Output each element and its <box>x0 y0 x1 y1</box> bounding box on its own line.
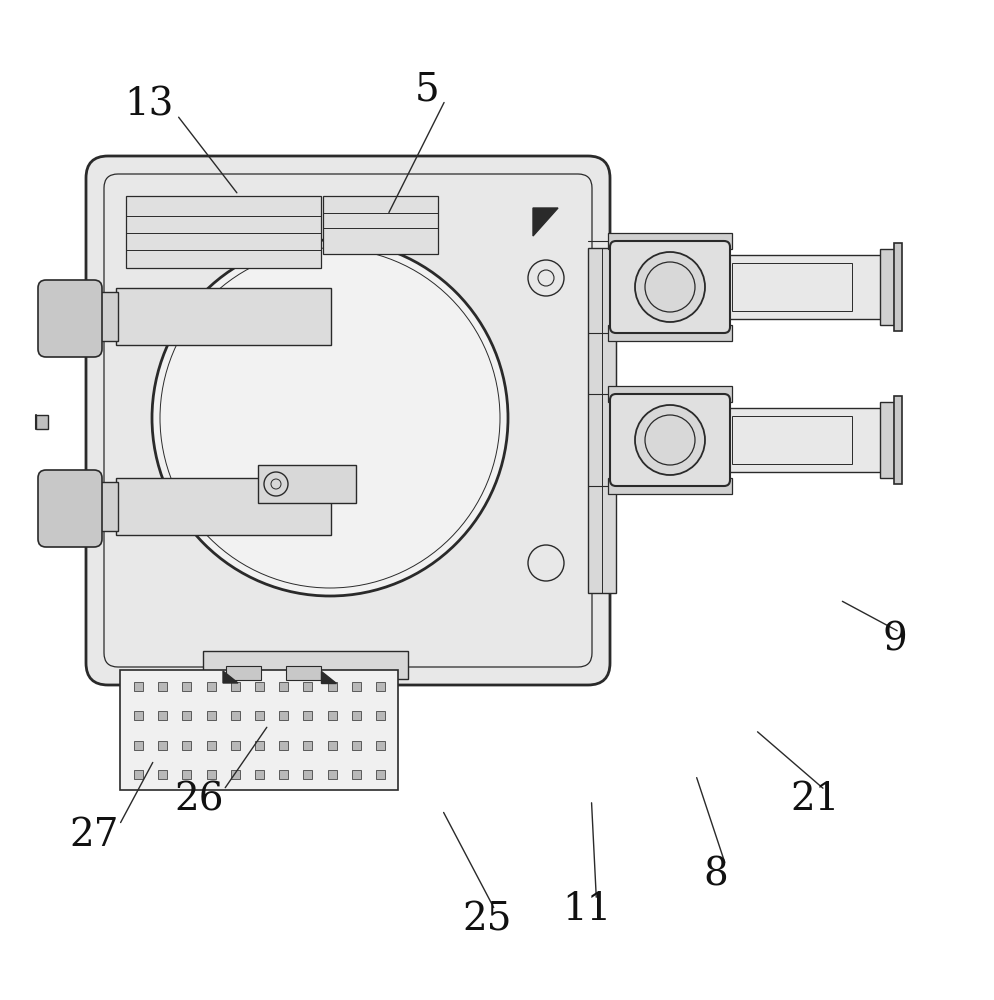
Bar <box>732 416 852 464</box>
Bar <box>255 711 264 720</box>
Bar <box>279 711 288 720</box>
Bar <box>226 666 261 680</box>
Text: 8: 8 <box>704 856 728 894</box>
Text: 25: 25 <box>462 902 512 938</box>
Bar <box>732 263 852 311</box>
Bar <box>231 711 240 720</box>
FancyBboxPatch shape <box>610 394 730 486</box>
Bar <box>116 478 331 535</box>
Bar <box>880 402 894 478</box>
Bar <box>352 770 361 779</box>
Polygon shape <box>533 208 558 236</box>
Bar <box>352 711 361 720</box>
Bar <box>207 741 216 750</box>
Bar <box>376 682 385 691</box>
Bar <box>303 711 312 720</box>
Bar <box>352 741 361 750</box>
Bar <box>36 415 48 429</box>
Bar <box>231 770 240 779</box>
Bar <box>352 682 361 691</box>
Polygon shape <box>223 671 238 683</box>
Bar <box>231 682 240 691</box>
Bar <box>303 682 312 691</box>
Bar <box>183 682 192 691</box>
Bar <box>376 711 385 720</box>
Bar <box>183 770 192 779</box>
Bar <box>116 288 331 345</box>
Text: 21: 21 <box>790 782 840 818</box>
Bar <box>255 682 264 691</box>
Bar <box>134 682 143 691</box>
Bar <box>894 396 902 484</box>
Bar <box>255 770 264 779</box>
Bar <box>328 682 337 691</box>
Bar <box>216 675 394 697</box>
Bar <box>183 741 192 750</box>
Bar <box>376 741 385 750</box>
Bar <box>612 247 728 259</box>
Bar <box>207 682 216 691</box>
Bar <box>608 233 732 249</box>
Bar <box>608 325 732 341</box>
Bar <box>216 693 386 711</box>
Bar <box>134 770 143 779</box>
Bar <box>894 243 902 331</box>
Bar <box>286 666 321 680</box>
FancyBboxPatch shape <box>38 470 102 547</box>
Bar <box>207 770 216 779</box>
Text: 5: 5 <box>415 72 439 108</box>
Bar <box>158 770 167 779</box>
Bar <box>328 711 337 720</box>
Bar <box>612 400 728 412</box>
Bar <box>303 770 312 779</box>
Bar <box>231 741 240 750</box>
Text: 27: 27 <box>70 816 119 853</box>
Bar <box>608 386 732 402</box>
Bar <box>134 741 143 750</box>
Bar <box>588 248 616 593</box>
Bar <box>120 670 398 790</box>
Text: 26: 26 <box>174 782 224 818</box>
FancyBboxPatch shape <box>86 156 610 685</box>
Circle shape <box>635 405 705 475</box>
Bar <box>279 741 288 750</box>
Bar <box>134 711 143 720</box>
Bar <box>724 255 894 319</box>
Bar <box>126 196 321 268</box>
Bar <box>608 478 732 494</box>
Bar <box>279 770 288 779</box>
Text: 9: 9 <box>883 621 907 658</box>
Bar <box>90 482 118 531</box>
Bar <box>207 711 216 720</box>
Bar <box>158 741 167 750</box>
Bar <box>203 651 408 679</box>
Bar <box>328 770 337 779</box>
Bar <box>328 741 337 750</box>
Bar <box>258 465 356 503</box>
Bar <box>612 315 728 327</box>
Bar <box>90 292 118 341</box>
Bar <box>183 711 192 720</box>
FancyBboxPatch shape <box>610 241 730 333</box>
Bar <box>158 682 167 691</box>
Bar <box>724 408 894 472</box>
Text: 11: 11 <box>562 892 611 928</box>
Circle shape <box>152 240 508 596</box>
Bar <box>323 196 438 254</box>
Circle shape <box>635 252 705 322</box>
Text: 13: 13 <box>124 87 174 123</box>
Bar <box>255 741 264 750</box>
FancyBboxPatch shape <box>38 280 102 357</box>
Bar <box>612 468 728 480</box>
Bar <box>158 711 167 720</box>
Bar <box>376 770 385 779</box>
Bar <box>880 249 894 325</box>
Polygon shape <box>321 671 336 683</box>
Bar <box>303 741 312 750</box>
Bar <box>279 682 288 691</box>
